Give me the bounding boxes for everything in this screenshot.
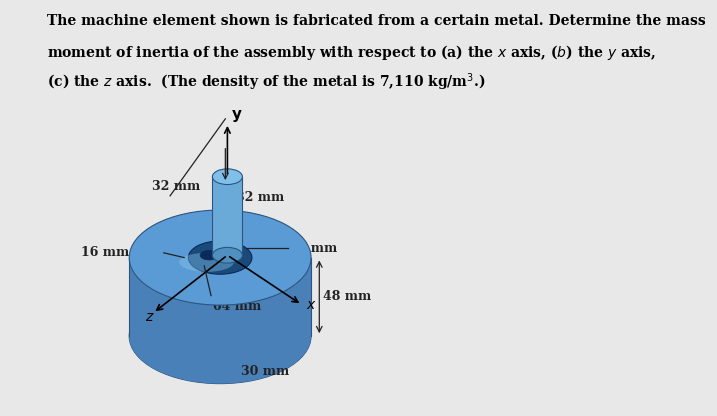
Ellipse shape xyxy=(129,210,311,305)
Polygon shape xyxy=(129,258,311,384)
Text: (c) the $z$ axis.  (The density of the metal is 7,110 kg/m$^3$.): (c) the $z$ axis. (The density of the me… xyxy=(47,72,485,93)
Text: x: x xyxy=(306,298,314,312)
Text: y: y xyxy=(232,107,242,122)
Text: 32 mm: 32 mm xyxy=(237,191,285,204)
Text: 48 mm: 48 mm xyxy=(323,290,371,303)
Text: 16 mm: 16 mm xyxy=(81,246,129,259)
Text: moment of inertia of the assembly with respect to (a) the $x$ axis, ($b$) the $y: moment of inertia of the assembly with r… xyxy=(47,43,655,62)
Text: The machine element shown is fabricated from a certain metal. Determine the mass: The machine element shown is fabricated … xyxy=(47,14,706,28)
Text: 30 mm: 30 mm xyxy=(242,365,290,378)
Ellipse shape xyxy=(200,250,218,260)
Ellipse shape xyxy=(212,169,242,185)
Text: 64 mm: 64 mm xyxy=(213,300,261,313)
Ellipse shape xyxy=(212,248,242,263)
Text: 32 mm: 32 mm xyxy=(153,181,201,193)
Text: z: z xyxy=(145,310,152,324)
Text: 16 mm: 16 mm xyxy=(289,242,338,255)
Ellipse shape xyxy=(129,289,311,384)
Ellipse shape xyxy=(179,253,234,272)
Ellipse shape xyxy=(189,241,252,274)
Polygon shape xyxy=(212,177,242,263)
